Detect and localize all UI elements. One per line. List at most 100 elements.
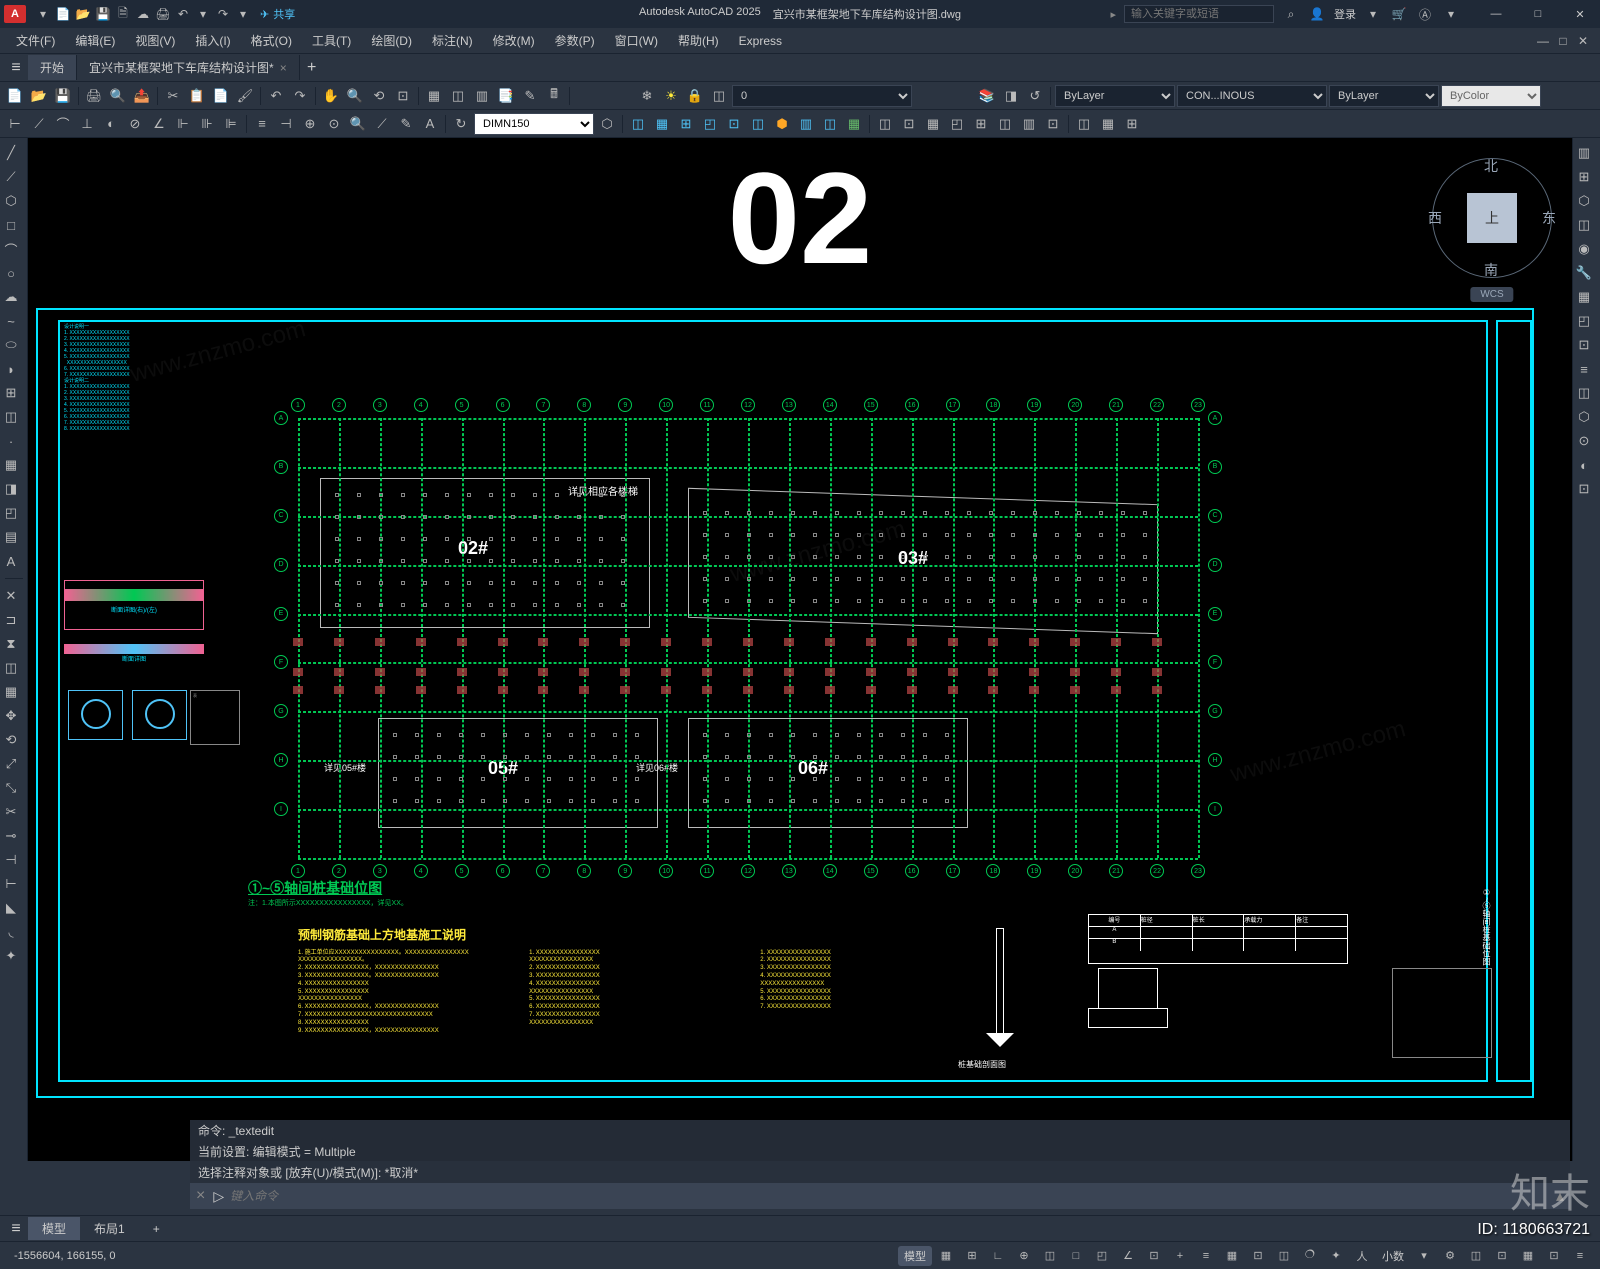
share-button[interactable]: ✈ 共享	[260, 6, 295, 22]
et15-icon[interactable]: ⊞	[970, 113, 992, 135]
close-button[interactable]: ✕	[1560, 2, 1600, 26]
qat-save[interactable]: 💾	[94, 5, 112, 23]
menu-draw[interactable]: 绘图(D)	[363, 29, 420, 52]
cmd-close-icon[interactable]: ×	[196, 1187, 205, 1205]
rtool-11-icon[interactable]: ◫	[1573, 382, 1595, 404]
menu-express[interactable]: Express	[731, 31, 790, 51]
status-ortho-icon[interactable]: ∟	[986, 1246, 1010, 1266]
tool-redo2-icon[interactable]: ↷	[289, 85, 311, 107]
tab-menu-icon[interactable]: ≡	[4, 59, 28, 77]
dimupdate-icon[interactable]: ↻	[450, 113, 472, 135]
status-clean-icon[interactable]: ⊡	[1542, 1246, 1566, 1266]
status-cust-icon[interactable]: ≡	[1568, 1246, 1592, 1266]
rtool-8-icon[interactable]: ◰	[1573, 310, 1595, 332]
search-input[interactable]	[1124, 5, 1274, 23]
et9-icon[interactable]: ◫	[819, 113, 841, 135]
tool-plot-icon[interactable]: 🖨	[83, 85, 105, 107]
dim-radius-icon[interactable]: ◐	[100, 113, 122, 135]
centermark-icon[interactable]: ⊙	[323, 113, 345, 135]
offset-icon[interactable]: ◫	[0, 657, 22, 679]
search-icon[interactable]: ⌕	[1282, 5, 1300, 23]
rectangle-icon[interactable]: □	[0, 214, 22, 236]
dim-linear-icon[interactable]: ⊢	[4, 113, 26, 135]
circle-icon[interactable]: ○	[0, 262, 22, 284]
status-osnap-icon[interactable]: □	[1064, 1246, 1088, 1266]
polygon-icon[interactable]: ⬡	[0, 190, 22, 212]
rotate-icon[interactable]: ⟲	[0, 729, 22, 751]
join-icon[interactable]: ⊢	[0, 873, 22, 895]
dropdown-icon[interactable]: ▾	[1364, 5, 1382, 23]
dim-diam-icon[interactable]: ⊘	[124, 113, 146, 135]
doc-close-icon[interactable]: ✕	[1574, 32, 1592, 50]
tool-props-icon[interactable]: ▦	[423, 85, 445, 107]
nav-north[interactable]: 北	[1484, 156, 1498, 176]
region-icon[interactable]: ◰	[0, 502, 22, 524]
rtool-7-icon[interactable]: ▦	[1573, 286, 1595, 308]
tool-copy-icon[interactable]: 📋	[186, 85, 208, 107]
mirror-icon[interactable]: ⧗	[0, 633, 22, 655]
mtext-icon[interactable]: A	[0, 550, 22, 572]
wcs-label[interactable]: WCS	[1470, 287, 1513, 302]
insert-icon[interactable]: ⊞	[0, 382, 22, 404]
menu-format[interactable]: 格式(O)	[243, 29, 300, 52]
et19-icon[interactable]: ◫	[1073, 113, 1095, 135]
tab-close-icon[interactable]: ×	[280, 61, 287, 75]
menu-file[interactable]: 文件(F)	[8, 29, 63, 52]
tolerance-icon[interactable]: ⊕	[299, 113, 321, 135]
linetype-dropdown[interactable]: CON...INOUS	[1177, 85, 1327, 107]
rtool-3-icon[interactable]: ⬡	[1573, 190, 1595, 212]
qat-redo-menu[interactable]: ▾	[234, 5, 252, 23]
tool-tp-icon[interactable]: ▥	[471, 85, 493, 107]
et7-icon[interactable]: ⬢	[771, 113, 793, 135]
layerstate-icon[interactable]: 📚	[976, 85, 998, 107]
minimize-button[interactable]: —	[1476, 2, 1516, 26]
layer-lock-icon[interactable]: 🔒	[684, 85, 706, 107]
command-line[interactable]: × ▷ ▴	[190, 1183, 1570, 1209]
qat-undo-menu[interactable]: ▾	[194, 5, 212, 23]
trim-icon[interactable]: ✂	[0, 801, 22, 823]
dim-break-icon[interactable]: ⊣	[275, 113, 297, 135]
tool-zoomext-icon[interactable]: ⊡	[392, 85, 414, 107]
model-space-btn[interactable]: 模型	[898, 1246, 932, 1266]
tab-start[interactable]: 开始	[28, 55, 77, 80]
rtool-4-icon[interactable]: ◫	[1573, 214, 1595, 236]
nav-east[interactable]: 东	[1542, 208, 1556, 228]
hatch-icon[interactable]: ▦	[0, 454, 22, 476]
status-ann-icon[interactable]: ✦	[1324, 1246, 1348, 1266]
doc-min-icon[interactable]: —	[1534, 32, 1552, 50]
tool-publish-icon[interactable]: 📤	[131, 85, 153, 107]
nav-west[interactable]: 西	[1428, 208, 1442, 228]
ellipsearc-icon[interactable]: ◗	[0, 358, 22, 380]
block-icon[interactable]: ◫	[0, 406, 22, 428]
stretch-icon[interactable]: ⤡	[0, 777, 22, 799]
qat-web[interactable]: ☁	[134, 5, 152, 23]
extend-icon[interactable]: ⊸	[0, 825, 22, 847]
units-display[interactable]: 小数	[1376, 1246, 1410, 1266]
status-as-icon[interactable]: 人	[1350, 1246, 1374, 1266]
status-iso2-icon[interactable]: ▦	[1516, 1246, 1540, 1266]
command-input[interactable]	[230, 1189, 1556, 1203]
et14-icon[interactable]: ◰	[946, 113, 968, 135]
arc-icon[interactable]: ⌒	[0, 238, 22, 260]
tool-undo2-icon[interactable]: ↶	[265, 85, 287, 107]
rtool-13-icon[interactable]: ⊙	[1573, 430, 1595, 452]
login-icon[interactable]: 👤	[1308, 5, 1326, 23]
et17-icon[interactable]: ▥	[1018, 113, 1040, 135]
tool-save-icon[interactable]: 💾	[52, 85, 74, 107]
qat-undo[interactable]: ↶	[174, 5, 192, 23]
status-qp-icon[interactable]: ⊡	[1246, 1246, 1270, 1266]
tool-match-icon[interactable]: 🖌	[234, 85, 256, 107]
et5-icon[interactable]: ⊡	[723, 113, 745, 135]
tab-layout-add[interactable]: +	[139, 1219, 174, 1239]
rtool-10-icon[interactable]: ≡	[1573, 358, 1595, 380]
et20-icon[interactable]: ▦	[1097, 113, 1119, 135]
dimtedit-icon[interactable]: A	[419, 113, 441, 135]
et12-icon[interactable]: ⊡	[898, 113, 920, 135]
dim-base-icon[interactable]: ⊪	[196, 113, 218, 135]
ellipse-icon[interactable]: ⬭	[0, 334, 22, 356]
dimstyle-dropdown[interactable]: DIMN150	[474, 113, 594, 135]
tool-zoom-icon[interactable]: 🔍	[344, 85, 366, 107]
tool-cut-icon[interactable]: ✂	[162, 85, 184, 107]
et1-icon[interactable]: ◫	[627, 113, 649, 135]
et3-icon[interactable]: ⊞	[675, 113, 697, 135]
